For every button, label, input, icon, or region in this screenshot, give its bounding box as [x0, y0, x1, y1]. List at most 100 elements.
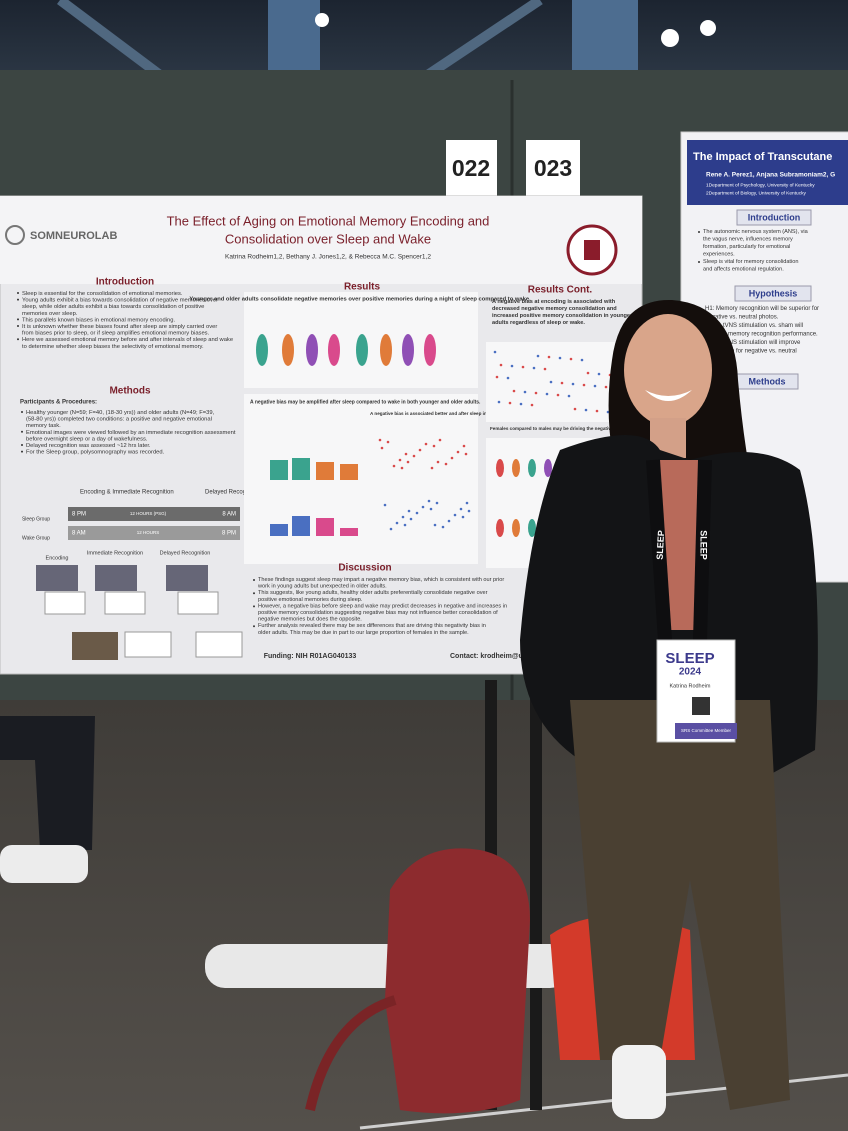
- point: [532, 366, 536, 370]
- bar: [340, 464, 358, 480]
- point: [438, 438, 442, 442]
- point: [604, 385, 608, 389]
- point: [447, 519, 451, 523]
- bullet-list: Sleep is essential for the consolidation…: [17, 291, 233, 350]
- contact: Contact: krodheim@umass.edu: [450, 653, 555, 660]
- bullet-text: Healthy younger (N=59; F=40, (18-30 yrs)…: [26, 410, 215, 429]
- violin: [512, 519, 520, 537]
- bullet: [253, 592, 255, 595]
- bullet: [253, 605, 255, 608]
- point: [429, 507, 433, 511]
- trousers: [570, 700, 790, 1110]
- bullet-text: recognition for negative vs. neutral: [705, 348, 797, 354]
- finding: A negative bias at encoding is associate…: [492, 299, 633, 326]
- qr-code: [692, 697, 710, 715]
- section-tab: [734, 285, 812, 302]
- section-heading: Methods: [749, 376, 786, 386]
- bullet-text: negative vs. neutral photos.: [705, 314, 779, 320]
- time-label: 8 AM: [222, 512, 236, 518]
- point: [586, 371, 590, 375]
- violin: [328, 334, 340, 366]
- task-screen: [104, 591, 146, 615]
- bullet: [698, 231, 700, 233]
- violin: [380, 334, 392, 366]
- seal-shield: [584, 240, 600, 260]
- point: [597, 372, 601, 376]
- violin: [496, 519, 504, 537]
- violin: [528, 519, 536, 537]
- point: [435, 501, 439, 505]
- stage-label: Immediate Recognition: [87, 550, 143, 556]
- bullet-text: Sleep is essential for the consolidation…: [22, 291, 183, 297]
- affiliation: 2Department of Biology, University of Ke…: [706, 190, 806, 196]
- point: [380, 446, 384, 450]
- violin: [544, 459, 552, 477]
- point: [453, 513, 457, 517]
- bullet-text: Here we assessed emotional memory before…: [22, 337, 233, 350]
- time-label: 8 AM: [72, 531, 86, 537]
- bullet-text: Active tVNS stimulation vs. sham will: [705, 323, 803, 329]
- point: [465, 501, 469, 505]
- booth-number: 022: [452, 155, 490, 181]
- bullet: [21, 450, 23, 453]
- bullet-text: This suggests, like young adults, health…: [258, 591, 488, 604]
- point: [534, 391, 538, 395]
- section-heading: Hypothesis: [749, 288, 798, 298]
- task-screen: [44, 591, 86, 615]
- section-heading: Results: [344, 282, 381, 293]
- section-tab: [736, 209, 812, 226]
- bullet: [21, 411, 23, 413]
- point: [456, 450, 460, 454]
- poster-title: The Impact of Transcutane: [693, 151, 832, 163]
- section-heading: Introduction: [748, 212, 801, 222]
- violin: [424, 334, 436, 366]
- title-bar: [687, 140, 848, 205]
- bullet: [253, 625, 255, 628]
- point: [441, 525, 445, 529]
- top: [660, 460, 705, 630]
- point: [523, 390, 527, 394]
- point: [462, 444, 466, 448]
- violin: [496, 459, 504, 477]
- point: [424, 442, 428, 446]
- badge-name: Katrina Rodheim: [670, 683, 711, 689]
- lanyard-text: SLEEP: [699, 530, 709, 560]
- bullet-text: The autonomic nervous system (ANS), via t…: [703, 229, 809, 258]
- point: [421, 505, 425, 509]
- group-label: Wake Group: [22, 535, 50, 541]
- bar: [270, 524, 288, 536]
- section-heading: Introduction: [96, 277, 154, 288]
- bar: [292, 516, 310, 536]
- sneakers: [0, 845, 88, 883]
- funding: Funding: NIH R01AG040133: [264, 653, 357, 660]
- point: [383, 503, 387, 507]
- point: [398, 458, 402, 462]
- point: [415, 511, 419, 515]
- bullet: [17, 292, 19, 294]
- point: [430, 466, 434, 470]
- passerby-legs: [0, 716, 95, 850]
- task-screen: [177, 591, 219, 615]
- point: [450, 456, 454, 460]
- bar: [270, 460, 288, 480]
- lab-name: SOMNEUROLAB: [30, 230, 117, 242]
- violin: [356, 334, 368, 366]
- point: [404, 452, 408, 456]
- stage-label: Encoding: [46, 555, 69, 561]
- bullet-text: For the Sleep group, polysomnography was…: [26, 449, 165, 455]
- point: [573, 407, 577, 411]
- point: [378, 438, 382, 442]
- time-label: 8 PM: [72, 512, 86, 518]
- stage-label: Delayed Recognition: [160, 550, 211, 556]
- point: [433, 523, 437, 527]
- interval-label: 12 HOURS (PSG): [130, 511, 167, 516]
- point: [403, 523, 407, 527]
- finding: Younger and older adults consolidate neg…: [189, 297, 531, 303]
- face: [624, 314, 712, 426]
- stimulus-image: [95, 565, 137, 591]
- point: [495, 375, 499, 379]
- point: [444, 462, 448, 466]
- task-screen: [124, 631, 172, 658]
- bullet-text: improve memory recognition performance.: [705, 331, 818, 337]
- point: [521, 365, 525, 369]
